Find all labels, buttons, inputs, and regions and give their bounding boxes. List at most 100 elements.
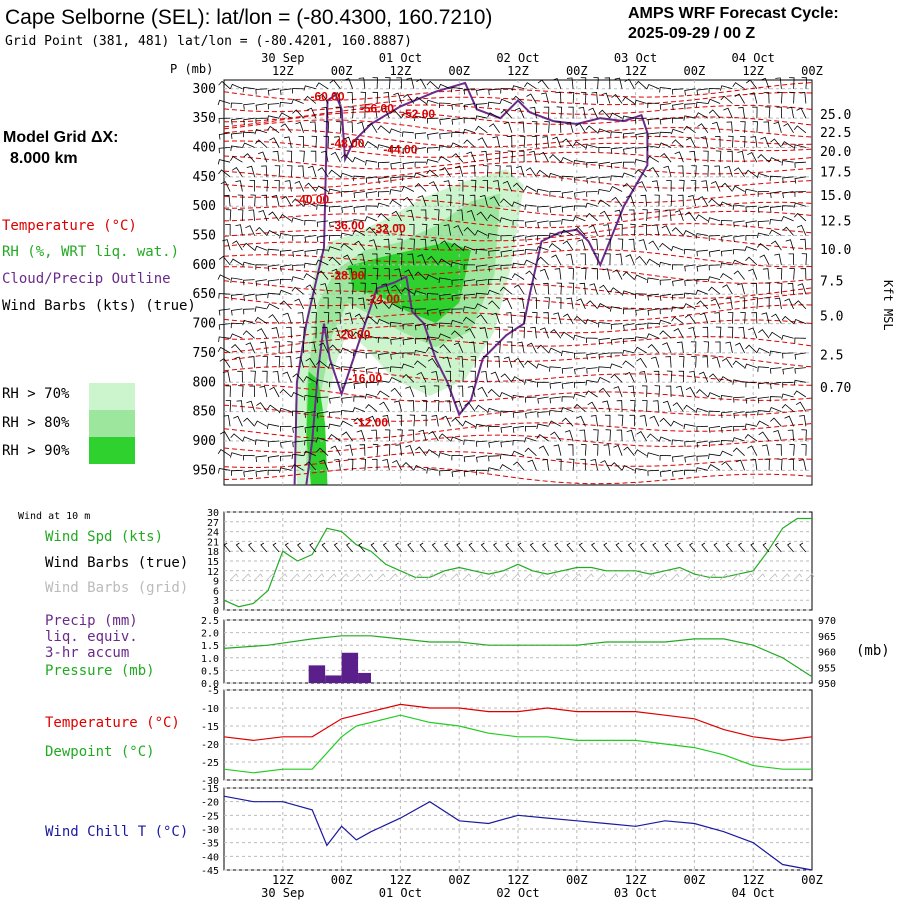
wind-barb — [659, 86, 672, 93]
wind-barb — [463, 117, 476, 124]
wind-barb — [585, 379, 598, 386]
temperature-contour-label: -36.00 — [330, 219, 364, 233]
top-hour-label: 00Z — [331, 64, 353, 78]
wind-barb — [254, 420, 268, 427]
wind-barb — [468, 341, 476, 353]
wind-barb — [598, 366, 610, 372]
cycle-label: AMPS WRF Forecast Cycle: — [628, 5, 839, 22]
wind-barb — [592, 268, 598, 280]
wind-barb — [427, 357, 439, 368]
wind-barb — [402, 337, 414, 345]
surface-wind-barb-grid — [646, 573, 655, 581]
wind-barb — [267, 248, 280, 255]
wind-barb — [752, 106, 758, 119]
wind-barb — [646, 83, 660, 90]
top-hour-label: 00Z — [448, 64, 470, 78]
bottom-hour-label: 12Z — [742, 873, 764, 887]
wind-barb — [581, 267, 587, 280]
wind-barb — [590, 459, 598, 471]
wind-barb — [242, 319, 255, 326]
wind-barb — [421, 223, 428, 236]
wind-barb — [377, 144, 390, 150]
wind-barb — [646, 145, 659, 151]
wind-barb — [421, 414, 427, 427]
wind-barb — [696, 249, 708, 257]
pressure-tick-label-right: 970 — [818, 616, 836, 627]
wind-barb — [751, 282, 758, 295]
wind-barb — [328, 205, 341, 213]
wind-barb — [279, 300, 292, 310]
wind-barb — [794, 176, 806, 184]
wind-barb — [537, 344, 549, 354]
wind-barb — [297, 165, 304, 177]
wind-barb — [531, 297, 537, 309]
surface-wind-barb-grid — [523, 573, 533, 581]
wind-barb — [622, 183, 635, 192]
wind-barb — [426, 169, 439, 178]
wind-barb — [735, 459, 745, 471]
wind-barb — [651, 224, 660, 236]
wind-barb — [426, 80, 439, 90]
wind-barb — [225, 400, 232, 412]
wind-barb — [793, 125, 807, 134]
surface-wind-barb — [468, 542, 476, 553]
wind-barb — [715, 341, 721, 353]
surface-wind-barb — [542, 542, 549, 553]
wind-barb — [801, 77, 808, 89]
wind-barb — [536, 188, 549, 195]
wind-barb — [230, 469, 243, 476]
wind-barb — [659, 103, 672, 110]
wind-barb — [282, 312, 292, 324]
wind-barb — [311, 135, 318, 148]
wind-barb — [637, 181, 647, 192]
temperature-contour-line — [223, 280, 813, 299]
wind-barb — [343, 136, 353, 148]
wind-barb — [764, 458, 770, 471]
temperature-contour-line — [223, 349, 813, 368]
wind-barb — [639, 371, 647, 383]
wind-barb — [732, 259, 745, 266]
wind-barb — [390, 161, 402, 169]
surface-wind-barb — [480, 542, 488, 553]
wind-barb — [345, 312, 353, 324]
wind-barb — [488, 88, 500, 96]
wind-barb — [776, 444, 782, 456]
wind-barb — [697, 123, 709, 134]
wind-barb — [598, 176, 610, 183]
surface-wind-barb — [333, 542, 341, 553]
wind-barb — [286, 326, 292, 339]
wind-barb — [487, 233, 500, 239]
wind-barb — [463, 306, 476, 312]
wind-barb — [488, 300, 500, 310]
temperature-tick-label: -30 — [201, 776, 219, 787]
wind-barb — [781, 315, 794, 324]
temperature-contour-label: -28.00 — [330, 269, 364, 283]
wind-barb — [597, 303, 611, 310]
wind-barb — [451, 293, 463, 301]
wind-barb — [321, 326, 329, 339]
wind-barb — [426, 99, 439, 106]
wind-barb — [738, 326, 745, 339]
bottom-date-label: 02 Oct — [496, 886, 539, 900]
wind-barb — [777, 458, 783, 471]
wind-barb — [647, 308, 659, 316]
wind-barb — [561, 417, 574, 427]
wind-barb — [721, 461, 733, 471]
wind-barb — [303, 201, 317, 207]
wind-barb — [712, 356, 721, 368]
precip-liq-label: liq. equiv. — [45, 629, 138, 645]
surface-wind-barb-grid — [585, 573, 594, 581]
temperature-contour-line — [223, 384, 813, 403]
wind-barb — [433, 224, 439, 236]
wind-barb — [796, 224, 807, 236]
pressure-tick-label: 850 — [193, 405, 216, 420]
surface-wind-barb — [566, 542, 574, 553]
wind-barb — [315, 259, 329, 266]
wind-barb — [329, 396, 341, 404]
wind-barb — [451, 417, 464, 427]
wind-barb — [304, 219, 316, 226]
wind-barb — [671, 139, 684, 148]
wind-barb — [732, 437, 745, 443]
wind-barb — [537, 220, 549, 228]
temperature-contour-line — [223, 422, 813, 440]
